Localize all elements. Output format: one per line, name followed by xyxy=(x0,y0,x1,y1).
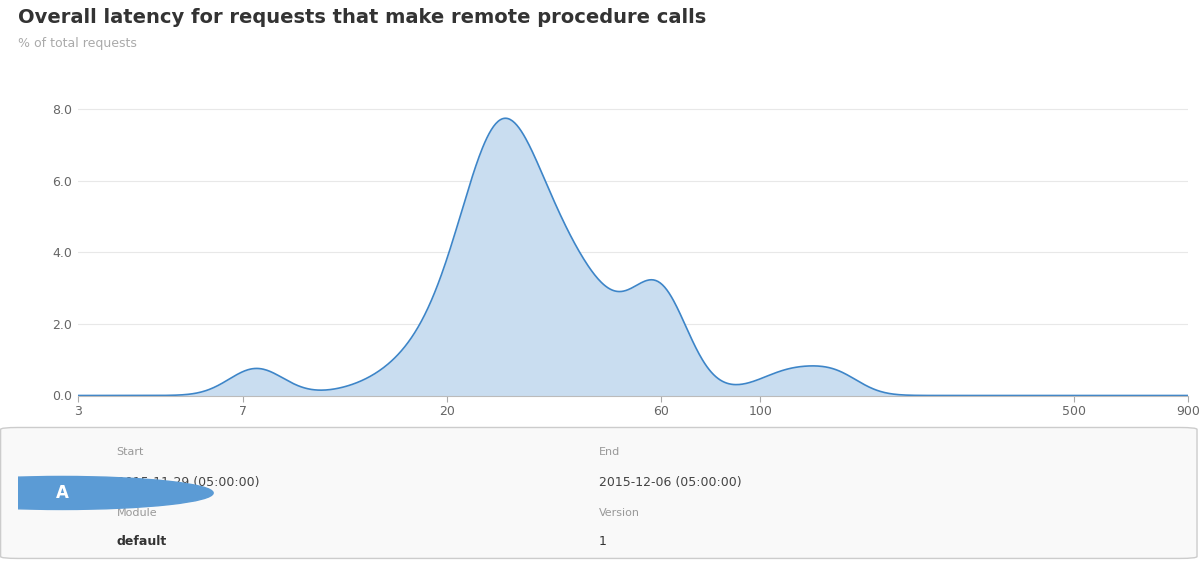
Text: Overall latency for requests that make remote procedure calls: Overall latency for requests that make r… xyxy=(18,8,707,28)
Text: 2015-11-29 (05:00:00): 2015-11-29 (05:00:00) xyxy=(116,476,259,489)
Circle shape xyxy=(0,476,214,510)
Text: % of total requests: % of total requests xyxy=(18,37,137,50)
Text: Start: Start xyxy=(116,447,144,457)
Text: A: A xyxy=(55,484,68,502)
Text: 1: 1 xyxy=(599,534,607,548)
Text: Version: Version xyxy=(599,508,640,518)
Text: default: default xyxy=(116,534,167,548)
Text: End: End xyxy=(599,447,620,457)
Text: Module: Module xyxy=(116,508,157,518)
Text: 2015-12-06 (05:00:00): 2015-12-06 (05:00:00) xyxy=(599,476,742,489)
X-axis label: Latency in ms: Latency in ms xyxy=(584,427,682,441)
FancyBboxPatch shape xyxy=(0,428,1198,558)
